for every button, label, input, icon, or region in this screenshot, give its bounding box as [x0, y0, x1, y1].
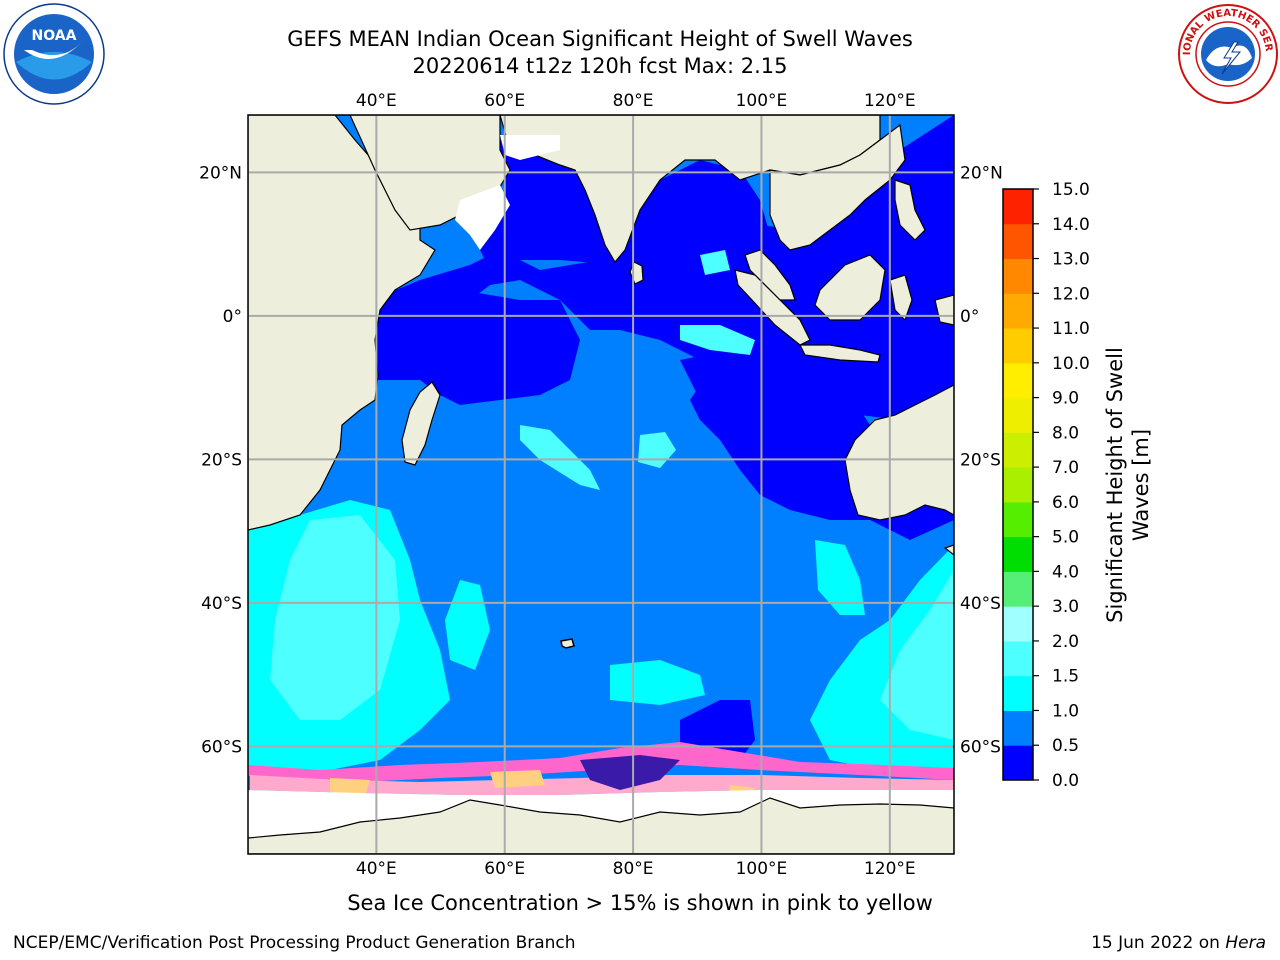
colorbar-tick-label: 0.0 — [1052, 771, 1079, 791]
madagascar-land — [401, 381, 441, 466]
high-swell-east-blob — [815, 540, 865, 615]
map-field — [248, 115, 954, 854]
colorbar-segment — [1003, 362, 1033, 399]
antarctica-land — [248, 797, 954, 854]
lat-tick-label-left: 20°S — [201, 450, 242, 470]
swell-1-5-southeast — [880, 570, 954, 740]
colorbar-segment — [1003, 328, 1033, 364]
colorbar-segment — [1003, 432, 1033, 468]
lon-tick-label-top: 60°E — [484, 91, 525, 111]
lat-tick-label-left: 0° — [223, 307, 242, 327]
colorbar-tick-label: 10.0 — [1052, 354, 1090, 374]
footer-credit: NCEP/EMC/Verification Post Processing Pr… — [13, 933, 576, 953]
colorbar-segment — [1003, 258, 1033, 294]
lon-tick-label-bottom: 60°E — [484, 859, 525, 879]
sea-ice-note: Sea Ice Concentration > 15% is shown in … — [347, 891, 933, 915]
colorbar-segment — [1003, 675, 1033, 711]
lat-tick-label-right: 20°N — [960, 163, 1003, 183]
colorbar-tick-label: 13.0 — [1052, 250, 1090, 270]
kerguelen-land — [560, 638, 575, 649]
lon-tick-label-top: 100°E — [736, 91, 788, 111]
lon-tick-label-bottom: 80°E — [613, 859, 654, 879]
sumatra-land — [734, 269, 811, 346]
lon-tick-label-top: 120°E — [864, 91, 916, 111]
swell-1-5-equatorial — [680, 325, 755, 355]
colorbar-tick-label: 1.5 — [1052, 667, 1079, 687]
colorbar-segment — [1003, 710, 1033, 746]
swell-1-5-mid-west — [520, 425, 600, 490]
svg-text:NOAA: NOAA — [32, 28, 77, 44]
colorbar-tick-label: 2.0 — [1052, 632, 1079, 652]
colorbar-tick-label: 8.0 — [1052, 423, 1079, 443]
graticule — [248, 115, 954, 854]
colorbar-segment — [1003, 571, 1033, 607]
indochina-land — [769, 123, 906, 251]
borneo-land — [814, 254, 886, 321]
masked-region-gulf — [500, 135, 560, 160]
colorbar-segment — [1003, 501, 1033, 538]
colorbar-tick-label: 14.0 — [1052, 215, 1090, 235]
nws-logo: NATIONAL WEATHER SERVICE — [1176, 2, 1278, 104]
java-land — [799, 344, 881, 363]
colorbar-segment — [1003, 397, 1033, 433]
lat-tick-label-right: 20°S — [960, 450, 1001, 470]
colorbar-label-line2: Waves [m] — [1129, 429, 1153, 541]
lon-tick-label-bottom: 40°E — [356, 859, 397, 879]
colorbar-tick-label: 15.0 — [1052, 180, 1090, 200]
lon-tick-label-bottom: 120°E — [864, 859, 916, 879]
footer-host: Hera — [1225, 933, 1266, 953]
colorbar-segment — [1003, 640, 1033, 677]
colorbar-segment — [1003, 189, 1033, 225]
lon-tick-label-top: 80°E — [613, 91, 654, 111]
colorbar-tick-label: 9.0 — [1052, 389, 1079, 409]
colorbar-label-line1: Significant Height of Swell — [1103, 347, 1127, 623]
colorbar-frame — [1002, 188, 1034, 781]
lat-tick-label-right: 0° — [960, 307, 979, 327]
low-swell-south — [680, 700, 755, 760]
masked-region-arabian — [455, 185, 510, 250]
philippines-land — [894, 179, 926, 241]
lat-tick-label-left: 60°S — [201, 737, 242, 757]
colorbar-segment — [1003, 745, 1033, 781]
antarctic-ice-left — [248, 805, 340, 836]
lat-tick-label-left: 40°S — [201, 594, 242, 614]
colorbar-tick-label: 7.0 — [1052, 458, 1079, 478]
colorbar-segment — [1003, 467, 1033, 503]
colorbar-tick-label: 6.0 — [1052, 493, 1079, 513]
new-guinea-land — [934, 294, 954, 326]
lon-tick-label-bottom: 100°E — [736, 859, 788, 879]
colorbar: 0.0 0.5 1.0 1.5 2.0 3.0 4.0 5.0 6.0 7.0 8.0 9.0 10.0… — [1002, 180, 1090, 791]
map-title: GEFS MEAN Indian Ocean Significant Heigh… — [287, 27, 913, 51]
colorbar-tick-label: 1.0 — [1052, 701, 1079, 721]
colorbar-segment — [1003, 536, 1033, 572]
colorbar-segment — [1003, 293, 1033, 329]
colorbar-tick-label: 12.0 — [1052, 284, 1090, 304]
map-subtitle: 20220614 t12z 120h fcst Max: 2.15 — [412, 54, 788, 78]
colorbar-segment — [1003, 606, 1033, 642]
colorbar-tick-label: 0.5 — [1052, 736, 1079, 756]
noaa-logo: NOAA — [3, 3, 105, 105]
australia-land — [844, 384, 954, 521]
axis-tick-labels: 40°E 40°E 60°E 60°E 80°E 80°E 100°E 100°E 120°E 1… — [199, 91, 1003, 879]
colorbar-tick-label: 5.0 — [1052, 528, 1079, 548]
colorbar-tick-label: 4.0 — [1052, 562, 1079, 582]
swell-1-5-bengal — [700, 250, 730, 275]
lat-tick-label-left: 20°N — [199, 163, 242, 183]
colorbar-segment — [1003, 223, 1033, 260]
swell-1-5-southwest — [270, 515, 400, 720]
sea-ice-dark-patch — [580, 755, 680, 790]
footer-date-prefix: 15 Jun 2022 on — [1091, 933, 1226, 953]
colorbar-tick-label: 3.0 — [1052, 597, 1079, 617]
lat-tick-label-right: 60°S — [960, 737, 1001, 757]
low-swell-west — [370, 290, 580, 405]
footer-date: 15 Jun 2022 on Hera — [1091, 933, 1266, 953]
tasmania-land — [943, 544, 954, 556]
lat-tick-label-right: 40°S — [960, 594, 1001, 614]
lon-tick-label-top: 40°E — [356, 91, 397, 111]
colorbar-tick-label: 11.0 — [1052, 319, 1090, 339]
map-frame — [247, 114, 955, 855]
sea-ice-yellow — [330, 770, 755, 820]
sulawesi-land — [889, 274, 913, 322]
